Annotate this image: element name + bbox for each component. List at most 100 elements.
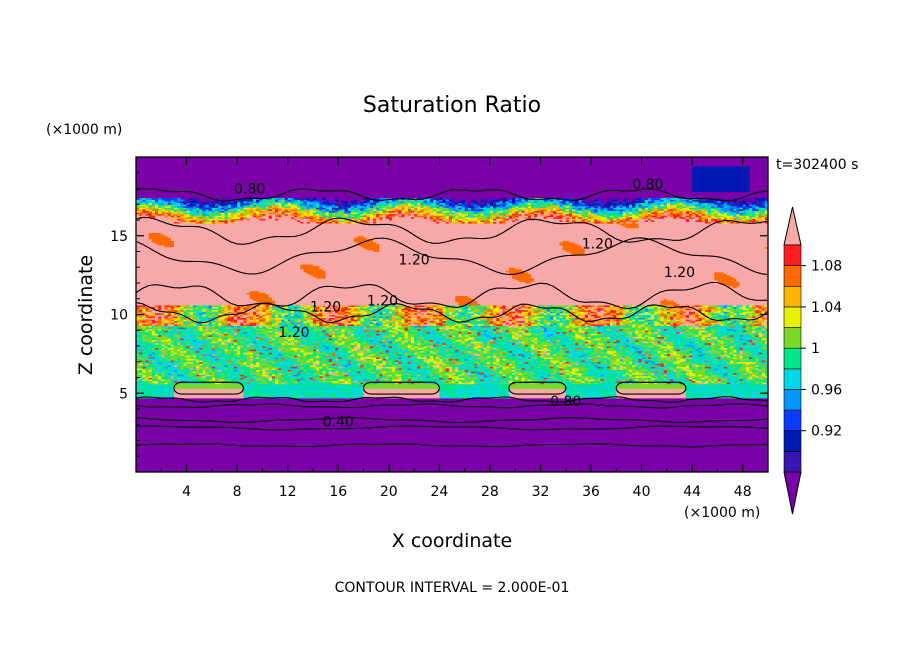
field-cell — [704, 357, 712, 359]
field-cell — [382, 357, 387, 359]
field-cell — [651, 364, 655, 367]
field-cell — [341, 391, 349, 394]
field-cell — [572, 341, 576, 344]
field-cell — [676, 369, 687, 372]
field-cell — [158, 394, 162, 397]
field-cell — [493, 393, 497, 396]
field-cell — [433, 372, 437, 375]
field-cell — [758, 334, 763, 337]
field-cell — [442, 339, 456, 342]
field-cell — [505, 331, 513, 334]
field-cell — [338, 388, 352, 391]
field-cell — [281, 342, 285, 345]
field-cell — [452, 346, 456, 348]
field-cell — [480, 379, 484, 382]
field-cell — [297, 338, 301, 341]
field-cell — [726, 349, 731, 352]
field-cell — [338, 371, 342, 374]
field-cell — [237, 364, 241, 367]
field-cell — [489, 342, 494, 345]
field-cell — [480, 344, 484, 347]
field-cell — [294, 358, 298, 361]
field-cell — [726, 360, 731, 363]
field-cell — [154, 357, 159, 359]
field-cell — [136, 355, 150, 358]
field-cell — [461, 396, 472, 399]
field-cell — [180, 368, 184, 371]
field-cell — [654, 382, 658, 385]
field-cell — [483, 331, 491, 334]
field-cell — [591, 333, 598, 336]
field-cell — [512, 349, 522, 352]
field-cell — [448, 333, 453, 336]
field-cell — [142, 360, 146, 363]
field-cell — [136, 347, 140, 350]
field-cell — [666, 353, 671, 356]
field-cell — [230, 366, 235, 369]
field-cell — [537, 341, 541, 344]
field-cell — [761, 396, 766, 399]
field-cell — [540, 339, 548, 342]
field-cell — [584, 357, 589, 359]
field-cell — [464, 377, 469, 380]
field-cell — [341, 355, 349, 358]
field-cell — [518, 375, 522, 378]
field-cell — [761, 352, 768, 355]
field-cell — [404, 369, 409, 372]
field-cell — [154, 364, 168, 367]
field-cell — [499, 393, 503, 396]
field-cell — [540, 342, 554, 345]
field-cell — [145, 379, 150, 382]
field-cell — [445, 366, 453, 369]
field-cell — [638, 331, 649, 334]
field-cell — [148, 334, 153, 337]
field-cell — [578, 361, 582, 364]
field-cell — [322, 355, 326, 358]
field-cell — [420, 360, 424, 363]
field-cell — [145, 344, 150, 347]
field-cell — [597, 331, 601, 334]
field-cell — [379, 371, 383, 374]
field-cell — [761, 331, 766, 334]
field-cell — [628, 372, 633, 375]
field-cell — [433, 352, 437, 355]
field-cell — [749, 382, 756, 385]
field-cell — [628, 342, 636, 345]
field-cell — [246, 344, 251, 347]
field-cell — [398, 371, 409, 374]
field-cell — [420, 338, 424, 341]
field-cell — [312, 352, 317, 355]
field-cell — [445, 353, 453, 356]
field-cell — [388, 372, 393, 375]
field-cell — [527, 364, 535, 367]
field-cell — [388, 368, 393, 371]
field-cell — [474, 344, 478, 347]
field-cell — [685, 364, 690, 367]
field-cell — [603, 355, 608, 358]
field-cell — [644, 334, 649, 337]
field-cell — [619, 358, 624, 361]
field-cell — [249, 364, 254, 367]
field-cell — [720, 363, 728, 366]
field-cell — [698, 360, 706, 363]
field-cell — [496, 374, 500, 377]
field-cell — [249, 379, 254, 382]
field-cell — [531, 346, 535, 348]
field-cell — [546, 361, 551, 364]
field-cell — [562, 382, 567, 385]
field-cell — [695, 374, 699, 377]
field-cell — [591, 363, 598, 366]
field-cell — [701, 333, 709, 336]
field-cell — [414, 352, 418, 355]
field-cell — [543, 360, 551, 363]
field-cell — [689, 368, 693, 371]
field-cell — [549, 379, 557, 382]
field-cell — [347, 369, 352, 372]
field-cell — [502, 353, 513, 356]
field-cell — [689, 386, 693, 389]
field-cell — [410, 339, 415, 342]
field-cell — [429, 333, 437, 336]
field-cell — [692, 364, 696, 367]
field-cell — [502, 334, 513, 337]
field-cell — [587, 346, 592, 348]
